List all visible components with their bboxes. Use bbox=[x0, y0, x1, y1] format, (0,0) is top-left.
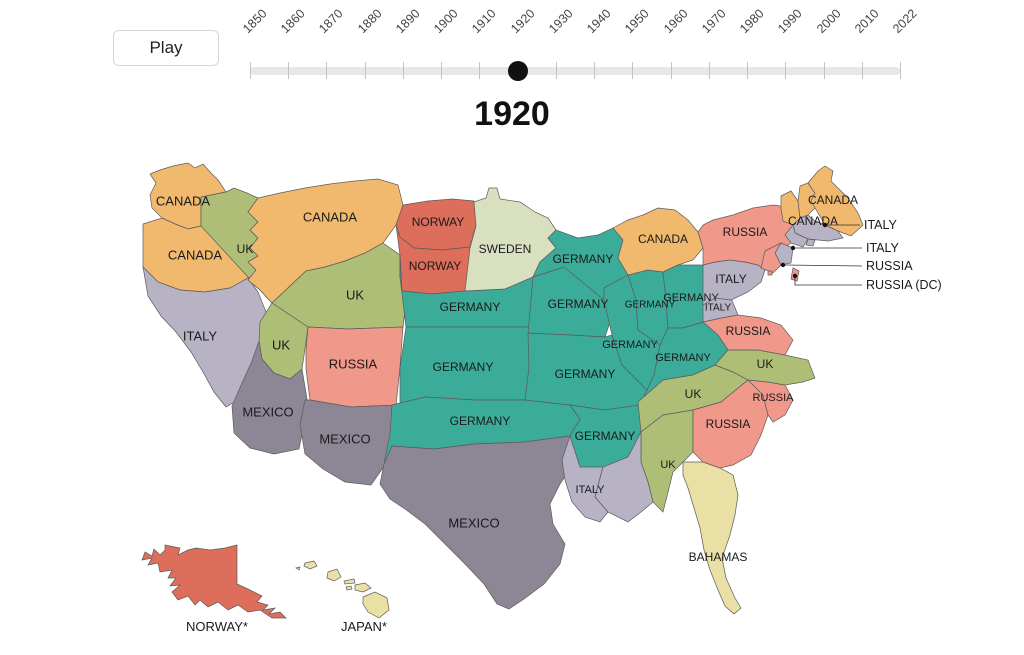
svg-text:GERMANY: GERMANY bbox=[602, 339, 658, 351]
svg-text:RUSSIA: RUSSIA bbox=[866, 259, 913, 273]
svg-text:UK: UK bbox=[272, 337, 290, 352]
svg-text:GERMANY: GERMANY bbox=[548, 297, 609, 311]
svg-text:ITALY: ITALY bbox=[576, 484, 606, 496]
svg-text:CANADA: CANADA bbox=[168, 247, 223, 262]
svg-text:UK: UK bbox=[237, 242, 254, 256]
svg-text:ITALY: ITALY bbox=[183, 328, 218, 343]
svg-text:CANADA: CANADA bbox=[303, 209, 358, 224]
svg-text:SWEDEN: SWEDEN bbox=[479, 242, 532, 256]
svg-text:GERMANY: GERMANY bbox=[555, 367, 616, 381]
svg-text:NORWAY*: NORWAY* bbox=[186, 619, 248, 634]
svg-text:ITALY: ITALY bbox=[866, 241, 900, 255]
svg-text:GERMANY: GERMANY bbox=[450, 414, 511, 428]
svg-text:RUSSIA: RUSSIA bbox=[723, 225, 768, 239]
svg-text:JAPAN*: JAPAN* bbox=[341, 619, 387, 634]
svg-text:MEXICO: MEXICO bbox=[242, 404, 293, 419]
svg-text:UK: UK bbox=[346, 287, 364, 302]
svg-text:MEXICO: MEXICO bbox=[448, 515, 499, 530]
svg-text:NORWAY: NORWAY bbox=[409, 259, 461, 273]
svg-text:NORWAY: NORWAY bbox=[412, 215, 464, 229]
svg-text:UK: UK bbox=[757, 357, 774, 371]
svg-text:CANADA: CANADA bbox=[156, 193, 211, 208]
svg-text:CANADA: CANADA bbox=[788, 214, 838, 228]
svg-text:GERMANY: GERMANY bbox=[433, 360, 494, 374]
svg-text:ITALY: ITALY bbox=[715, 272, 747, 286]
svg-text:CANADA: CANADA bbox=[808, 193, 858, 207]
svg-text:ITALY: ITALY bbox=[705, 303, 732, 314]
svg-text:CANADA: CANADA bbox=[638, 232, 688, 246]
svg-text:BAHAMAS: BAHAMAS bbox=[689, 550, 748, 564]
svg-text:MEXICO: MEXICO bbox=[319, 431, 370, 446]
svg-text:RUSSIA (DC): RUSSIA (DC) bbox=[866, 278, 942, 292]
svg-text:ITALY: ITALY bbox=[864, 218, 898, 232]
svg-text:GERMANY: GERMANY bbox=[655, 352, 711, 364]
svg-text:RUSSIA: RUSSIA bbox=[706, 417, 751, 431]
svg-text:RUSSIA: RUSSIA bbox=[726, 324, 771, 338]
svg-text:GERMANY: GERMANY bbox=[440, 300, 501, 314]
svg-text:UK: UK bbox=[685, 387, 702, 401]
svg-text:RUSSIA: RUSSIA bbox=[329, 356, 378, 371]
svg-text:RUSSIA: RUSSIA bbox=[753, 392, 795, 404]
svg-text:GERMANY: GERMANY bbox=[553, 252, 614, 266]
svg-text:UK: UK bbox=[660, 459, 676, 471]
svg-text:GERMANY: GERMANY bbox=[575, 429, 636, 443]
